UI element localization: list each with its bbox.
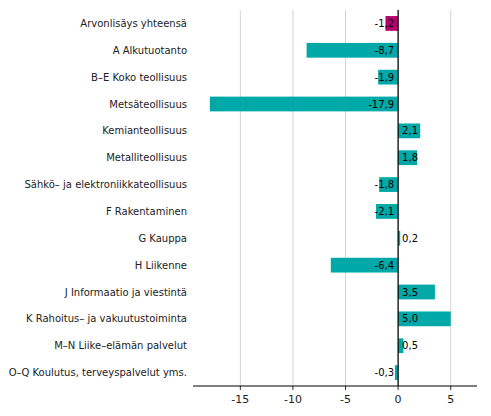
data-label: 0,2 [402,233,418,244]
bar [398,123,420,138]
category-label: F Rakentaminen [106,206,187,217]
bars [210,16,451,380]
data-labels: -1,2 -8,7 -1,9 -17,9 2,1 1,8 -1,8 -2,1 0,2 -6,4 3,… [368,18,418,378]
grid-line [292,10,293,386]
category-labels: Arvonlisäys yhteensä A Alkutuotanto B–E Ko… [9,18,187,378]
category-label: Sähkö– ja elektroniikkateollisuus [25,179,188,190]
data-label: -1,8 [375,179,395,190]
data-label: 1,8 [402,152,418,163]
category-label: A Alkutuotanto [113,45,187,56]
data-label: -8,7 [375,45,395,56]
chart: Arvonlisäys yhteensä A Alkutuotanto B–E Ko… [0,0,491,416]
category-label: O–Q Koulutus, terveyspalvelut yms. [9,367,187,378]
bar [307,43,399,58]
x-axis: -15 -10 -5 0 5 [231,10,454,406]
category-label: Kemianteollisuus [102,125,187,136]
chart-container: Arvonlisäys yhteensä A Alkutuotanto B–E Ko… [0,0,491,416]
category-label: G Kauppa [138,233,187,244]
data-label: 2,1 [402,125,418,136]
data-label: -1,9 [375,72,395,83]
bar [398,150,417,165]
data-label: -0,3 [375,367,395,378]
category-label: H Liikenne [135,260,187,271]
data-label: 0,5 [402,340,418,351]
data-label: -17,9 [368,99,394,110]
tick-label: -10 [284,393,302,406]
grid-line [398,10,399,386]
data-label: 5,0 [402,313,418,324]
tick-label: -15 [231,393,249,406]
bar [331,258,398,273]
data-label: 3,5 [402,287,418,298]
grid-line [450,10,451,386]
tick-label: -5 [340,393,351,406]
bar [398,311,451,326]
category-label: Arvonlisäys yhteensä [80,18,187,29]
tick-label: 0 [395,393,402,406]
grid-line [345,10,346,386]
category-label: M–N Liike–elämän palvelut [54,340,187,351]
data-label: -1,2 [375,18,395,29]
category-label: J Informaatio ja viestintä [64,287,187,298]
x-axis-line [193,385,477,386]
data-label: -2,1 [375,206,395,217]
bar [398,285,435,300]
category-label: Metsäteollisuus [109,99,187,110]
bar [210,97,398,112]
data-label: -6,4 [375,260,395,271]
category-label: B–E Koko teollisuus [91,72,187,83]
grid-line [240,10,241,386]
zero-line [398,10,399,386]
category-label: Metalliteollisuus [106,152,187,163]
tick-label: 5 [447,393,454,406]
category-label: K Rahoitus– ja vakuutustoiminta [26,313,187,324]
